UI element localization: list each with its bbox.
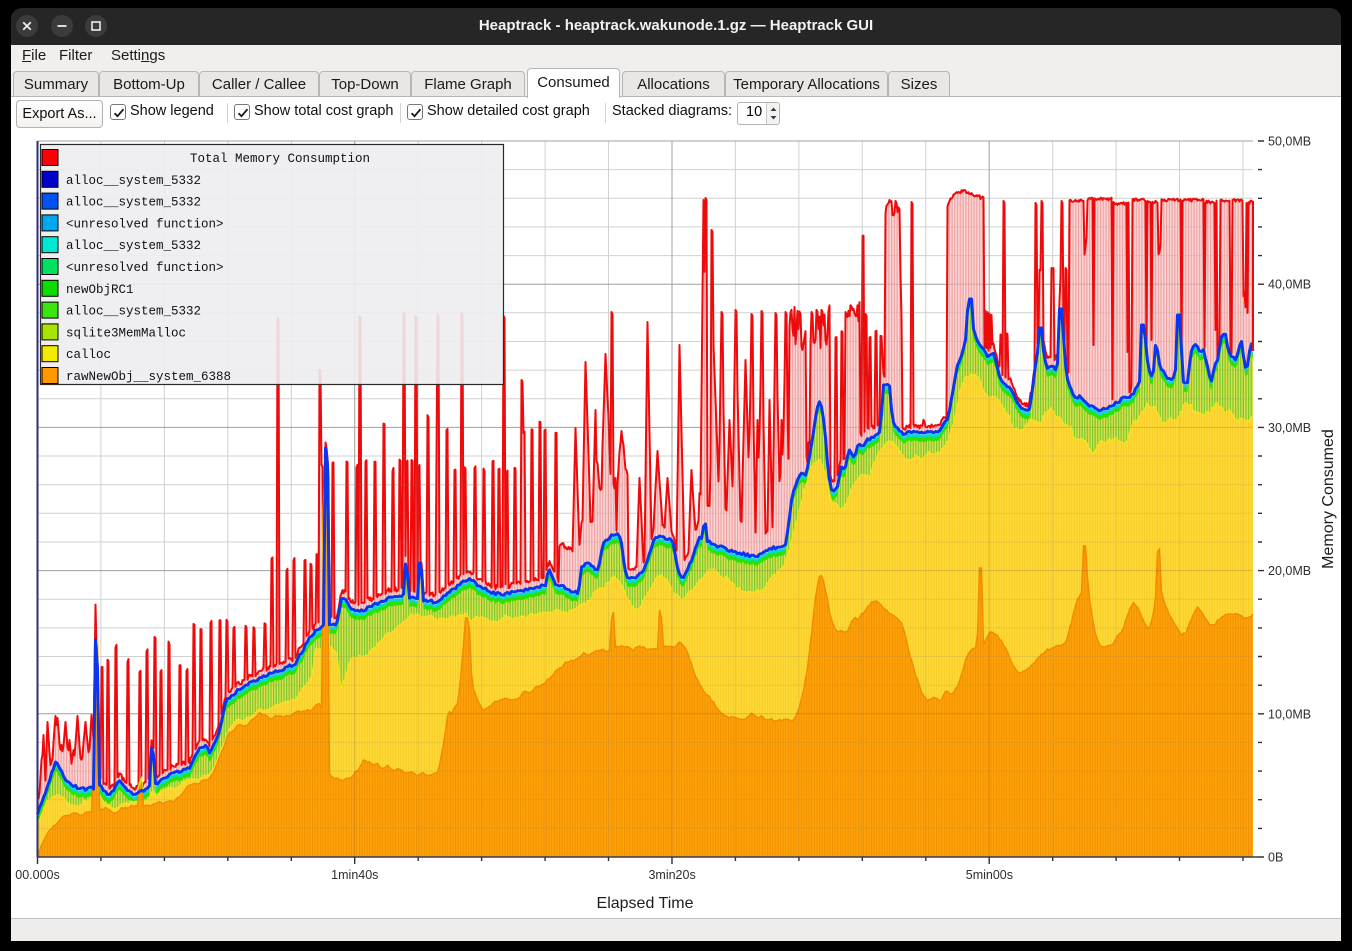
- svg-text:10,0MB: 10,0MB: [1268, 707, 1311, 721]
- svg-text:5min00s: 5min00s: [966, 868, 1013, 882]
- svg-text:alloc__system_5332: alloc__system_5332: [66, 174, 201, 188]
- svg-text:00.000s: 00.000s: [15, 868, 59, 882]
- svg-text:1min40s: 1min40s: [331, 868, 378, 882]
- svg-text:alloc__system_5332: alloc__system_5332: [66, 239, 201, 253]
- svg-text:sqlite3MemMalloc: sqlite3MemMalloc: [66, 326, 186, 340]
- svg-text:Elapsed Time: Elapsed Time: [597, 895, 694, 912]
- svg-text:newObjRC1: newObjRC1: [66, 283, 134, 297]
- svg-text:0B: 0B: [1268, 851, 1283, 865]
- svg-text:Total Memory Consumption: Total Memory Consumption: [190, 152, 370, 166]
- svg-text:calloc: calloc: [66, 348, 111, 362]
- svg-text:20,0MB: 20,0MB: [1268, 564, 1311, 578]
- svg-text:alloc__system_5332: alloc__system_5332: [66, 196, 201, 210]
- svg-text:<unresolved function>: <unresolved function>: [66, 217, 224, 231]
- svg-text:40,0MB: 40,0MB: [1268, 278, 1311, 292]
- svg-text:3min20s: 3min20s: [648, 868, 695, 882]
- svg-text:30,0MB: 30,0MB: [1268, 421, 1311, 435]
- svg-text:rawNewObj__system_6388: rawNewObj__system_6388: [66, 370, 231, 384]
- svg-text:50,0MB: 50,0MB: [1268, 135, 1311, 149]
- svg-text:Memory Consumed: Memory Consumed: [1320, 429, 1337, 569]
- svg-text:alloc__system_5332: alloc__system_5332: [66, 305, 201, 319]
- svg-text:<unresolved function>: <unresolved function>: [66, 261, 224, 275]
